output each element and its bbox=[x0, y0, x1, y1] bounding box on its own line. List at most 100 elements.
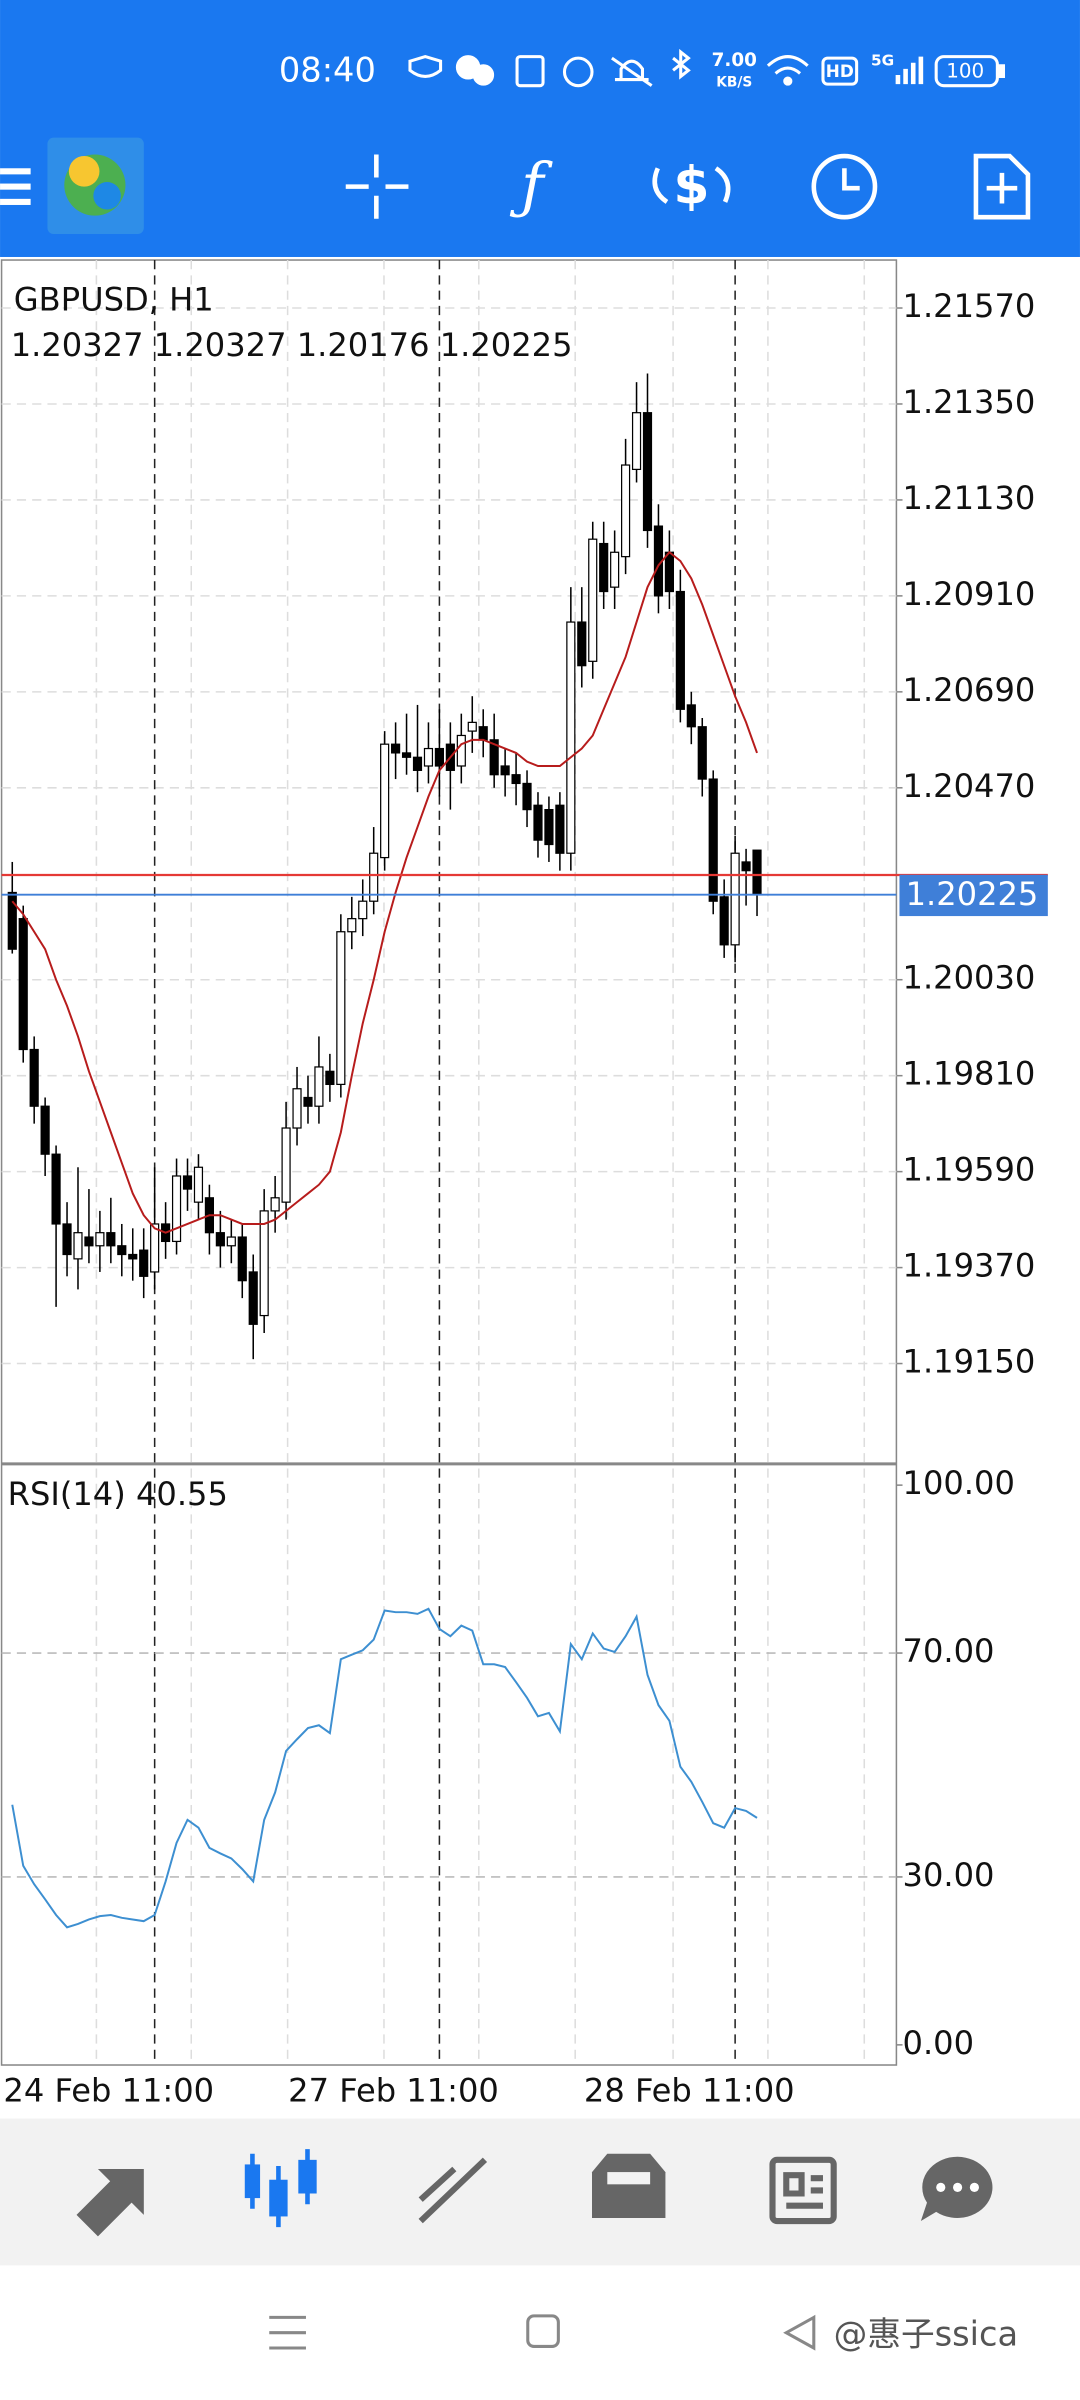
candle-body bbox=[128, 1253, 138, 1260]
high-value: 1.20327 bbox=[154, 326, 287, 364]
candle-body bbox=[106, 1232, 116, 1247]
app-logo[interactable] bbox=[47, 137, 144, 235]
candle-body bbox=[588, 538, 598, 662]
candle-body bbox=[237, 1236, 247, 1282]
candle-body bbox=[193, 1166, 204, 1203]
candle-body bbox=[719, 896, 729, 946]
candle-body bbox=[610, 551, 620, 588]
candle-body bbox=[369, 852, 379, 902]
candle-body bbox=[533, 804, 543, 841]
ohlc-header: 1.20327 1.20327 1.20176 1.20225 bbox=[11, 326, 573, 364]
candle-body bbox=[391, 743, 401, 754]
candle-body bbox=[325, 1070, 335, 1086]
battery: 100 bbox=[946, 59, 984, 82]
candle-body bbox=[336, 931, 346, 1086]
last-price-box bbox=[899, 874, 1048, 917]
candle-body bbox=[171, 1175, 182, 1243]
nav-trade[interactable] bbox=[418, 2157, 488, 2224]
candle-body bbox=[730, 852, 740, 946]
candle-body bbox=[599, 542, 609, 593]
candle-body bbox=[95, 1232, 105, 1247]
low-value: 1.20176 bbox=[297, 326, 430, 364]
candle-body bbox=[752, 849, 762, 896]
candle-body bbox=[434, 747, 445, 767]
y-tick-label: 1.21570 bbox=[903, 287, 1036, 325]
x-tick-label: 27 Feb 11:00 bbox=[288, 2072, 499, 2110]
candle-body bbox=[456, 734, 466, 767]
candle-body bbox=[631, 412, 642, 471]
candle-body bbox=[358, 900, 368, 920]
recent-apps[interactable] bbox=[269, 2315, 306, 2350]
nav-quotes[interactable] bbox=[76, 2169, 144, 2237]
nav-chart[interactable] bbox=[244, 2149, 317, 2228]
y-tick-label: 1.19810 bbox=[903, 1055, 1036, 1093]
candle-body bbox=[182, 1175, 193, 1190]
candle-body bbox=[478, 726, 488, 741]
network-type: 5G bbox=[871, 52, 894, 70]
candle-body bbox=[741, 861, 751, 872]
back-button[interactable] bbox=[783, 2314, 816, 2351]
candle-body bbox=[62, 1223, 72, 1256]
candle-body bbox=[7, 891, 17, 950]
candle-body bbox=[215, 1232, 225, 1247]
rsi-header: RSI(14) 40.55 bbox=[8, 1475, 228, 1513]
y-tick-label: 1.20690 bbox=[903, 671, 1036, 709]
crosshair-button[interactable] bbox=[345, 154, 409, 219]
new-order-button[interactable] bbox=[973, 153, 1031, 220]
candle-body bbox=[686, 704, 696, 728]
y-tick-label: 1.20910 bbox=[903, 575, 1036, 613]
candle-body bbox=[150, 1223, 160, 1273]
system-nav bbox=[269, 2314, 816, 2351]
y-tick-label: 1.21130 bbox=[903, 479, 1036, 517]
nav-history[interactable] bbox=[592, 2153, 666, 2218]
candle-body bbox=[423, 747, 434, 767]
y-tick-label: 1.20470 bbox=[903, 767, 1036, 805]
candle-body bbox=[117, 1245, 127, 1256]
candle-body bbox=[40, 1105, 50, 1155]
candle-body bbox=[84, 1236, 94, 1247]
symbol-title: GBPUSD, H1 bbox=[14, 280, 214, 318]
candle-body bbox=[412, 756, 423, 771]
candle-body bbox=[73, 1232, 83, 1260]
candle-body bbox=[511, 774, 521, 785]
close-value: 1.20225 bbox=[440, 326, 573, 364]
candle-body bbox=[29, 1048, 39, 1107]
bottom-nav bbox=[0, 2118, 1080, 2266]
y-tick-label: 1.21350 bbox=[903, 383, 1036, 421]
nav-chat[interactable] bbox=[920, 2156, 993, 2222]
app-header bbox=[0, 0, 1080, 257]
x-tick-label: 24 Feb 11:00 bbox=[3, 2072, 214, 2110]
candle-body bbox=[577, 621, 587, 667]
hd-badge: HD bbox=[826, 61, 854, 81]
rsi-value: 40.55 bbox=[136, 1475, 228, 1513]
y-tick-label: 1.19370 bbox=[903, 1247, 1036, 1285]
nav-news[interactable] bbox=[769, 2156, 837, 2225]
home-button[interactable] bbox=[526, 2314, 560, 2348]
clock: 08:40 bbox=[279, 50, 376, 89]
x-tick-label: 28 Feb 11:00 bbox=[584, 2072, 795, 2110]
candle-body bbox=[642, 412, 653, 532]
candle-body bbox=[467, 721, 477, 732]
candle-body bbox=[259, 1210, 269, 1317]
candle-body bbox=[139, 1249, 149, 1277]
candle-body bbox=[489, 739, 499, 776]
candle-body bbox=[697, 726, 707, 780]
candle-body bbox=[380, 743, 390, 859]
y-tick-label: 100.00 bbox=[903, 1464, 1015, 1502]
menu-button[interactable] bbox=[0, 168, 31, 205]
trade-button[interactable]: $ bbox=[652, 157, 731, 217]
rsi-line bbox=[11, 1607, 758, 1929]
status-icons bbox=[408, 48, 1006, 88]
candle-body bbox=[270, 1197, 280, 1212]
candle-body bbox=[401, 752, 412, 758]
watermark: @惠子ssica bbox=[834, 2314, 1018, 2353]
candle-body bbox=[664, 551, 674, 593]
candle-body bbox=[522, 782, 532, 811]
y-tick-label: 1.19150 bbox=[903, 1343, 1036, 1381]
plot-layer: 1.21570 1.21350 1.21130 1.20910 1.20690 1.204… bbox=[1, 260, 1048, 2110]
candle-body bbox=[555, 804, 565, 854]
candle-body bbox=[347, 918, 357, 933]
net-unit: KB/S bbox=[716, 75, 752, 91]
timeframe-button[interactable] bbox=[811, 153, 878, 220]
